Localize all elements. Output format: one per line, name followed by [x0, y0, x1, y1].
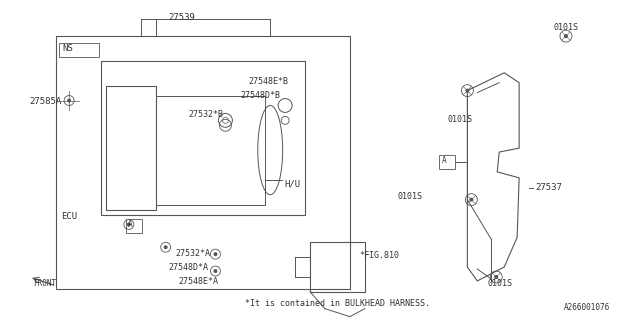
Text: 27539: 27539 [169, 13, 196, 22]
Circle shape [465, 89, 469, 92]
Bar [101, 61, 305, 214]
Circle shape [564, 34, 568, 38]
Text: 27537: 27537 [535, 183, 562, 192]
Circle shape [214, 269, 218, 273]
Text: 27532*B: 27532*B [189, 110, 223, 119]
Text: FRONT: FRONT [33, 279, 56, 288]
Text: ECU: ECU [61, 212, 77, 220]
Text: *FIG.810: *FIG.810 [360, 251, 400, 260]
Text: A: A [442, 156, 446, 165]
Circle shape [67, 99, 71, 102]
Text: *It is contained in BULKHEAD HARNESS.: *It is contained in BULKHEAD HARNESS. [245, 299, 430, 308]
Text: 0101S: 0101S [397, 192, 422, 201]
Circle shape [164, 245, 168, 249]
Circle shape [214, 252, 218, 256]
Text: A266001076: A266001076 [564, 303, 610, 312]
Circle shape [127, 222, 131, 227]
Bar [156, 96, 265, 204]
Circle shape [494, 275, 498, 279]
Text: 27585A: 27585A [29, 97, 61, 106]
Text: 27532*A: 27532*A [175, 249, 211, 258]
Text: 27548D*A: 27548D*A [169, 263, 209, 272]
Bar [106, 86, 156, 210]
Text: 27548E*B: 27548E*B [248, 77, 288, 86]
Bar [56, 36, 350, 289]
Text: 0101S: 0101S [487, 279, 512, 288]
Text: 0101S: 0101S [554, 23, 579, 32]
Text: 27548D*B: 27548D*B [241, 91, 280, 100]
Bar [310, 242, 365, 292]
Circle shape [469, 198, 474, 202]
Bar [59, 43, 99, 57]
Text: 27548E*A: 27548E*A [179, 277, 219, 286]
Text: NS: NS [62, 44, 73, 53]
Text: 0101S: 0101S [447, 116, 472, 124]
Text: H/U: H/U [284, 180, 300, 189]
Text: A: A [128, 220, 132, 229]
Bar [440, 155, 456, 169]
Bar [126, 220, 142, 233]
